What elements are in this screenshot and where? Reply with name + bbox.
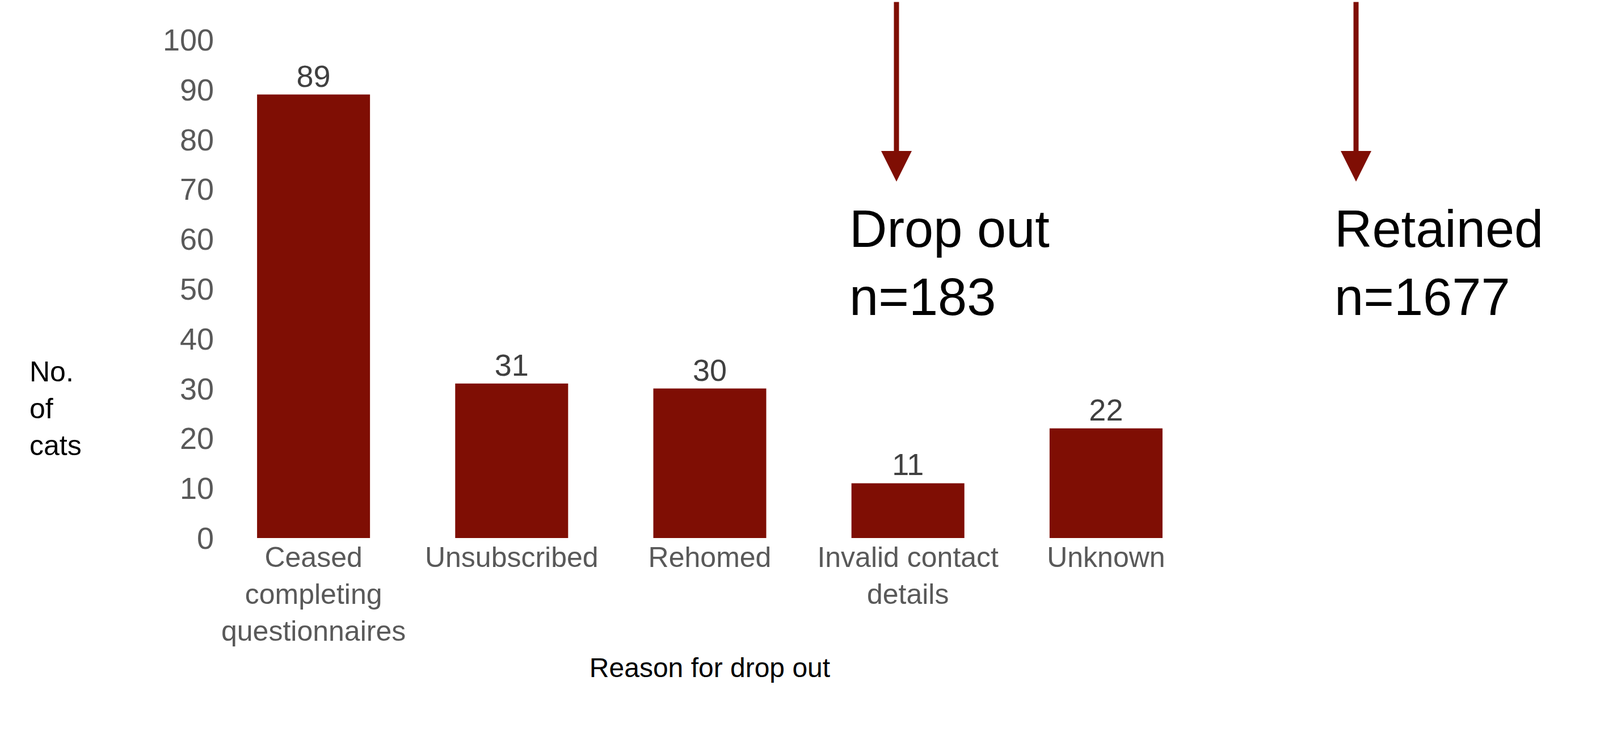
svg-text:31: 31 xyxy=(494,347,529,382)
svg-text:10: 10 xyxy=(179,470,214,505)
svg-text:22: 22 xyxy=(1088,392,1123,427)
svg-text:30: 30 xyxy=(179,371,214,406)
svg-text:No.ofcats: No.ofcats xyxy=(29,355,82,462)
svg-text:Rehomed: Rehomed xyxy=(648,541,772,574)
svg-text:30: 30 xyxy=(692,352,727,387)
svg-text:Retainedn=1677: Retainedn=1677 xyxy=(1334,199,1544,326)
svg-text:89: 89 xyxy=(296,59,331,94)
svg-text:20: 20 xyxy=(179,420,214,456)
svg-text:50: 50 xyxy=(179,271,214,306)
svg-text:90: 90 xyxy=(179,72,214,107)
svg-text:70: 70 xyxy=(179,171,214,206)
svg-text:Invalid contactdetails: Invalid contactdetails xyxy=(817,541,999,610)
svg-text:Unknown: Unknown xyxy=(1046,541,1165,574)
svg-text:11: 11 xyxy=(891,447,924,482)
svg-text:Ceasedcompletingquestionnaires: Ceasedcompletingquestionnaires xyxy=(221,541,406,647)
svg-text:60: 60 xyxy=(179,221,214,256)
svg-text:Drop outn=183: Drop outn=183 xyxy=(849,199,1050,326)
svg-text:100: 100 xyxy=(162,22,214,57)
svg-text:Reason for drop out: Reason for drop out xyxy=(589,652,831,683)
svg-text:Unsubscribed: Unsubscribed xyxy=(424,541,599,574)
svg-text:80: 80 xyxy=(179,122,214,157)
svg-text:40: 40 xyxy=(179,321,214,356)
svg-text:0: 0 xyxy=(196,520,214,555)
